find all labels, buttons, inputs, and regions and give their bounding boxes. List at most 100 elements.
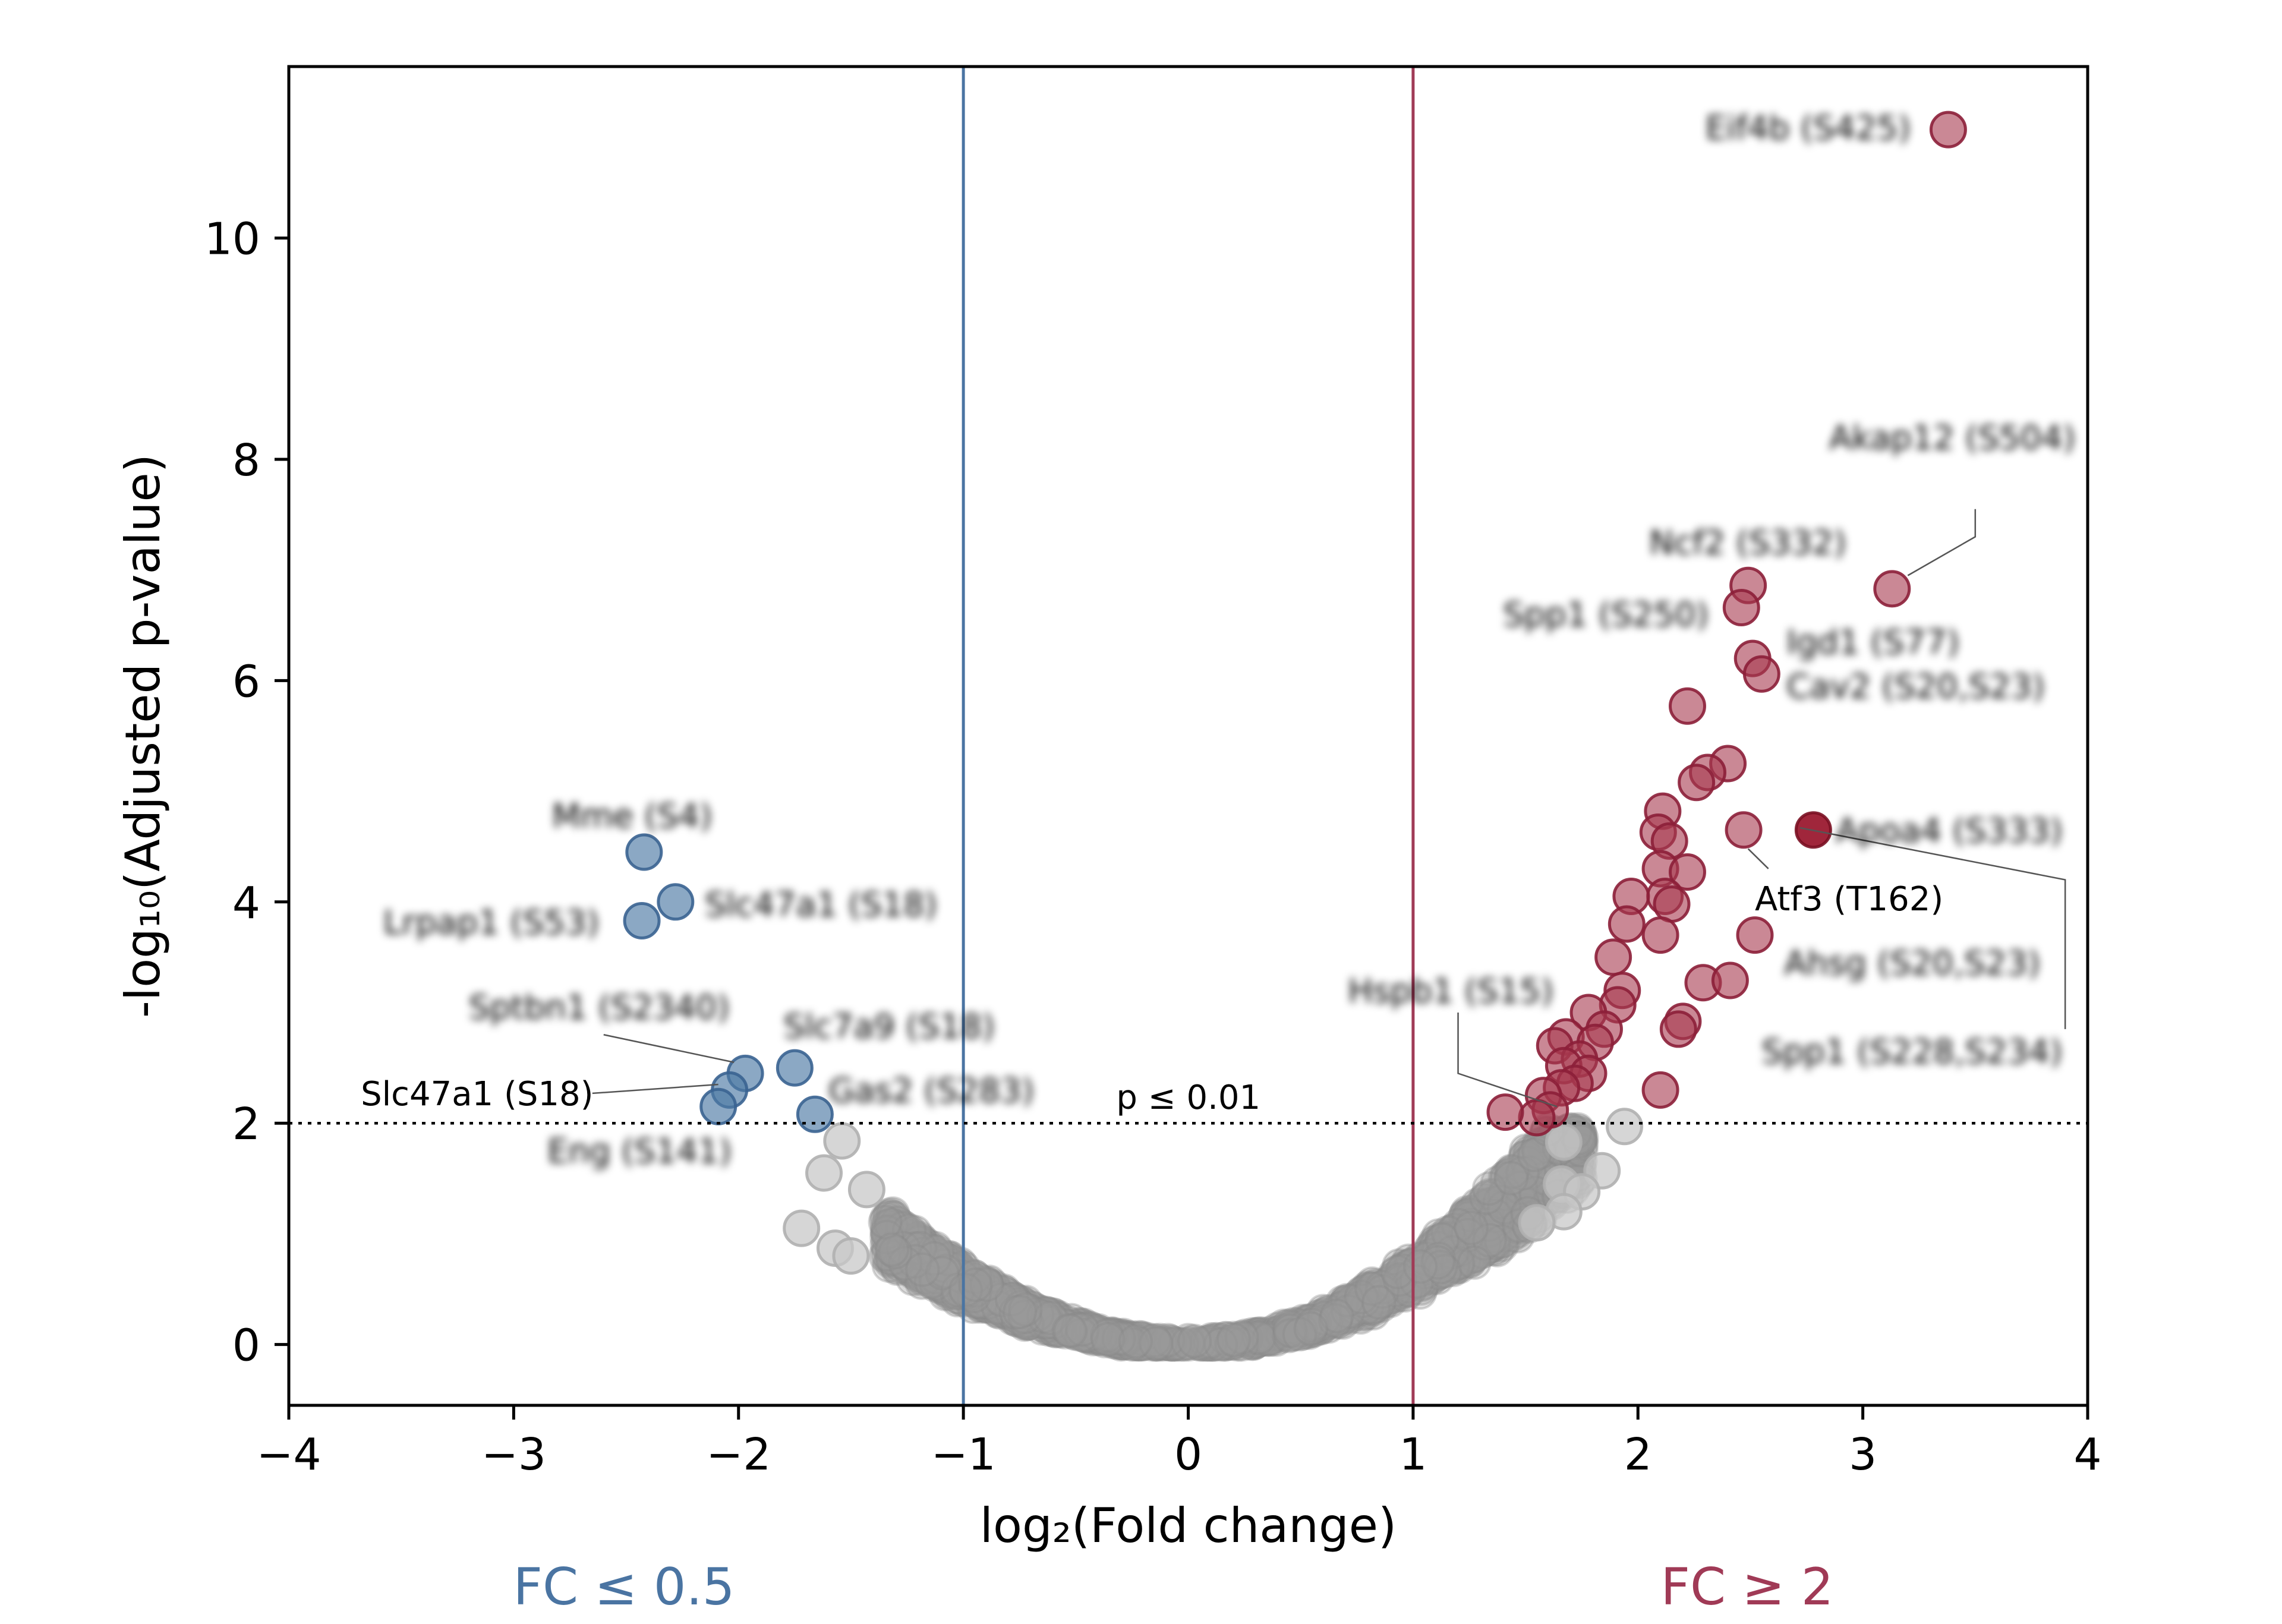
point-ns xyxy=(1409,1240,1444,1275)
point-ns xyxy=(976,1271,1011,1306)
point-ns xyxy=(1506,1158,1542,1193)
point-ns xyxy=(1022,1297,1057,1332)
point-ns xyxy=(1072,1310,1107,1345)
point-ns xyxy=(1510,1145,1545,1180)
point-ns xyxy=(886,1219,921,1254)
point-ns xyxy=(905,1248,940,1283)
y-axis-label: -log₁₀(Adjusted p-value) xyxy=(115,454,171,1018)
point-ns xyxy=(940,1248,975,1283)
point-ns xyxy=(901,1248,936,1283)
x-tick-label: 2 xyxy=(1624,1429,1652,1480)
point-ns xyxy=(968,1282,1003,1317)
point-up xyxy=(1725,811,1763,849)
point-ns xyxy=(1451,1204,1486,1239)
point-ns xyxy=(1463,1217,1498,1252)
point-ns xyxy=(1438,1230,1473,1265)
point-ns xyxy=(897,1253,932,1288)
point-up xyxy=(1678,764,1716,802)
point-ns xyxy=(916,1234,951,1269)
point-ns xyxy=(1009,1300,1044,1335)
point-ns xyxy=(1007,1304,1042,1339)
point-ns xyxy=(1457,1214,1492,1249)
point-ns xyxy=(871,1218,906,1253)
point-ns xyxy=(1095,1319,1130,1354)
point-ns xyxy=(1482,1190,1517,1225)
point-ns xyxy=(1499,1165,1534,1200)
point-ns xyxy=(998,1284,1033,1319)
point-ns xyxy=(966,1268,1001,1303)
point-ns xyxy=(1263,1314,1298,1349)
point-ns xyxy=(1398,1258,1433,1293)
point-ns xyxy=(878,1213,913,1248)
point-ns xyxy=(1438,1232,1473,1267)
point-ns xyxy=(1209,1321,1244,1356)
point-ns xyxy=(1437,1212,1472,1247)
point-ns xyxy=(1099,1321,1134,1356)
point-ns xyxy=(872,1197,907,1232)
point-ns xyxy=(921,1257,956,1292)
point-ns xyxy=(1152,1327,1187,1362)
point-ns xyxy=(967,1273,1002,1308)
point-ns xyxy=(1151,1326,1186,1361)
point-ns xyxy=(963,1270,998,1305)
point-ns xyxy=(1209,1326,1244,1361)
point-ns xyxy=(883,1244,918,1279)
point-ns xyxy=(970,1285,1006,1320)
point-ns xyxy=(1320,1301,1355,1336)
point-ns xyxy=(970,1270,1006,1305)
point-ns xyxy=(1291,1310,1326,1345)
point-ns xyxy=(1043,1306,1078,1341)
point-ns xyxy=(1457,1238,1492,1273)
point-ns xyxy=(951,1272,986,1307)
point-ns xyxy=(1078,1320,1113,1355)
point-ns xyxy=(1121,1326,1156,1361)
point-ns xyxy=(1023,1304,1058,1339)
point-ns xyxy=(950,1268,985,1303)
point-ns xyxy=(1463,1188,1498,1223)
point-ns xyxy=(1324,1301,1359,1336)
point-ns xyxy=(1035,1311,1070,1346)
point-ns xyxy=(1096,1317,1131,1352)
point-ns xyxy=(1338,1285,1373,1320)
point-ns xyxy=(1241,1320,1276,1355)
point-ns xyxy=(932,1240,967,1275)
point-ns xyxy=(887,1247,922,1282)
point-ns xyxy=(1453,1209,1488,1244)
point-ns xyxy=(1417,1259,1452,1294)
point-ns xyxy=(1338,1281,1373,1316)
point-ns xyxy=(904,1265,940,1300)
point-ns xyxy=(1208,1327,1243,1362)
point-ns xyxy=(1249,1322,1284,1357)
point-ns xyxy=(874,1242,909,1277)
point-ns xyxy=(1325,1285,1360,1320)
point-ns xyxy=(994,1294,1029,1329)
point-ns xyxy=(1471,1194,1506,1229)
point-ns xyxy=(1000,1287,1035,1322)
point-ns xyxy=(871,1199,906,1234)
y-tick-label: 0 xyxy=(232,1320,260,1371)
point-ns xyxy=(1427,1247,1463,1282)
point-ns xyxy=(1003,1294,1038,1329)
point-ns xyxy=(1335,1291,1370,1326)
point-ns xyxy=(969,1267,1004,1303)
point-ns xyxy=(1111,1320,1146,1355)
point-ns xyxy=(1400,1247,1435,1282)
point-ns xyxy=(1369,1281,1404,1316)
point-ns xyxy=(1012,1305,1047,1341)
point-ns xyxy=(1215,1325,1250,1360)
point-ns xyxy=(1083,1315,1118,1350)
point-ns xyxy=(1026,1308,1061,1344)
point-ns xyxy=(1042,1314,1077,1349)
point-ns xyxy=(998,1298,1033,1333)
point-ns xyxy=(1364,1272,1399,1307)
point-ns xyxy=(1181,1326,1216,1361)
point-ns xyxy=(1357,1282,1392,1317)
point-ns xyxy=(969,1288,1004,1323)
point-ns xyxy=(1463,1231,1498,1266)
point-ns xyxy=(1477,1226,1512,1261)
point-ns xyxy=(1464,1234,1499,1269)
point-ns xyxy=(1326,1291,1361,1326)
point-ns xyxy=(1315,1301,1350,1336)
point-ns xyxy=(934,1244,969,1279)
point-ns xyxy=(869,1201,904,1236)
